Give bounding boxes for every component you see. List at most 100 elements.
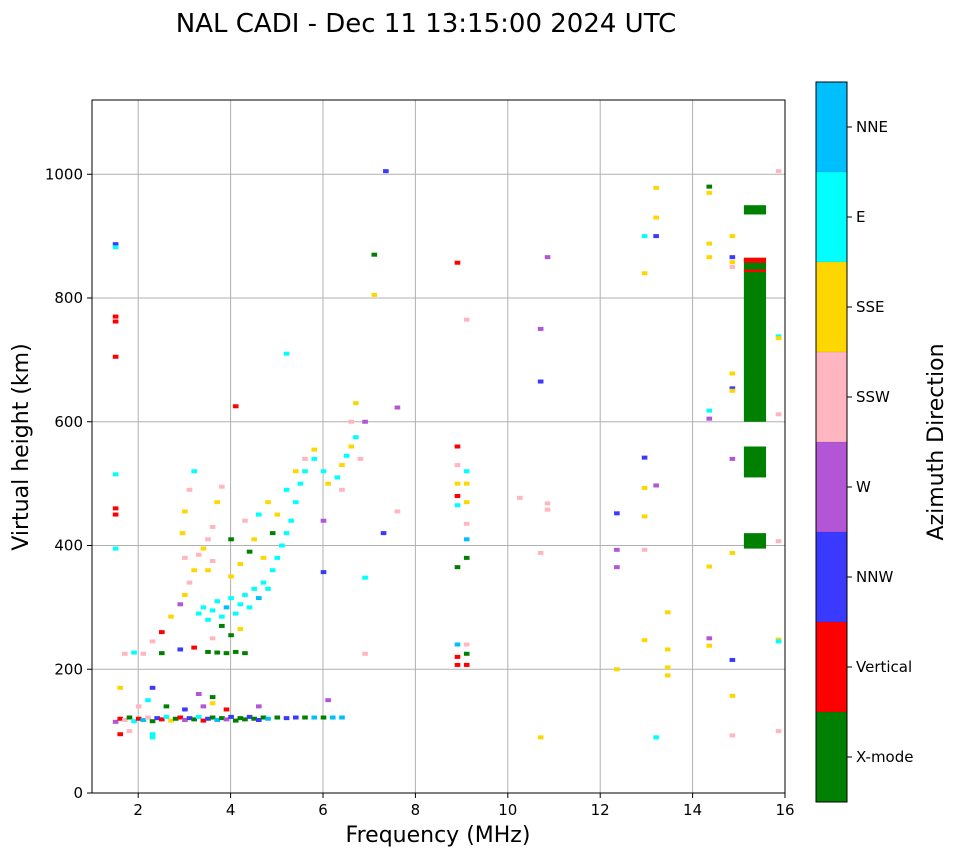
y-tick-label: 600 [54,413,83,431]
echo-point [149,639,156,644]
echo-point [126,715,133,720]
x-tick-label: 4 [226,801,236,819]
echo-point [195,692,202,696]
echo-block [743,257,767,263]
echo-block [743,269,767,273]
echo-point [158,630,165,635]
echo-point [200,546,207,551]
echo-point [325,698,331,703]
echo-point [320,469,327,474]
echo-point [131,650,137,655]
echo-point [394,405,401,410]
echo-point [664,673,671,678]
echo-point [232,611,239,616]
echo-point [339,715,345,720]
echo-point [454,260,461,265]
y-axis-label: Virtual height (km) [9,343,34,550]
echo-point [706,643,713,648]
echo-point [186,487,193,492]
colorbar-segment [816,262,847,352]
echo-point [214,500,221,505]
echo-point [288,518,294,523]
colorbar: X-mode Vertical NNW W SSW SSE E NNE [815,81,913,803]
echo-point [302,456,308,461]
echo-point [614,667,620,672]
echo-point [641,485,648,490]
echo-point [463,521,470,526]
echo-point [205,716,211,721]
echo-point [729,371,736,376]
echo-point [149,719,156,724]
echo-point [775,412,782,417]
echo-point [209,701,216,706]
echo-point [214,650,221,655]
x-tick-label: 16 [775,801,794,819]
echo-point [334,475,341,480]
echo-point [706,190,713,195]
echo-point [653,483,659,488]
echo-point [237,562,244,567]
y-tick-label: 1000 [45,165,83,183]
echo-point [122,717,128,722]
echo-point [209,715,216,720]
echo-point [145,715,151,720]
echo-point [729,386,736,391]
echo-point [256,512,262,517]
echo-point [219,614,225,619]
echo-point [112,506,119,511]
chart-title: NAL CADI - Dec 11 13:15:00 2024 UTC [176,9,676,39]
echo-point [112,719,119,724]
echo-point [463,469,470,474]
echo-point [463,481,470,486]
echo-point [246,714,253,719]
echo-point [242,651,248,656]
echo-point [191,645,197,650]
echo-point [348,419,355,424]
echo-point [149,732,156,737]
echo-point [641,638,648,643]
echo-point [320,570,327,575]
echo-point [362,651,368,656]
echo-point [537,379,544,384]
echo-point [179,531,186,536]
echo-point [219,623,225,628]
echo-point [454,642,461,647]
echo-point [205,537,211,542]
echo-point [343,453,350,458]
x-axis-label: Frequency (MHz) [346,823,531,848]
echo-point [205,568,211,573]
echo-point [163,704,170,709]
echo-point [265,500,271,505]
echo-point [320,715,327,720]
echo-point [182,593,188,597]
echo-point [283,487,290,492]
echo-point [117,685,124,690]
echo-point [641,514,648,519]
echo-point [283,716,290,721]
echo-point [191,717,197,722]
echo-point [228,537,234,542]
echo-point [172,716,179,721]
echo-point [329,715,336,720]
echo-point [348,444,355,449]
echo-point [371,252,378,257]
echo-point [214,599,221,604]
echo-point [158,651,165,656]
echo-point [320,518,327,523]
x-tick-label: 6 [318,801,328,819]
echo-point [209,558,216,563]
echo-point [463,537,470,542]
echo-point [112,319,119,324]
echo-point [232,718,239,723]
echo-point [664,647,671,652]
echo-point [653,735,659,740]
echo-point [311,715,318,720]
echo-point [641,455,648,460]
echo-point [256,704,262,709]
echo-point [237,627,244,632]
echo-point [112,314,119,319]
echo-point [195,714,202,719]
echo-marks [112,169,782,740]
echo-point [269,568,276,573]
echo-point [209,524,216,529]
